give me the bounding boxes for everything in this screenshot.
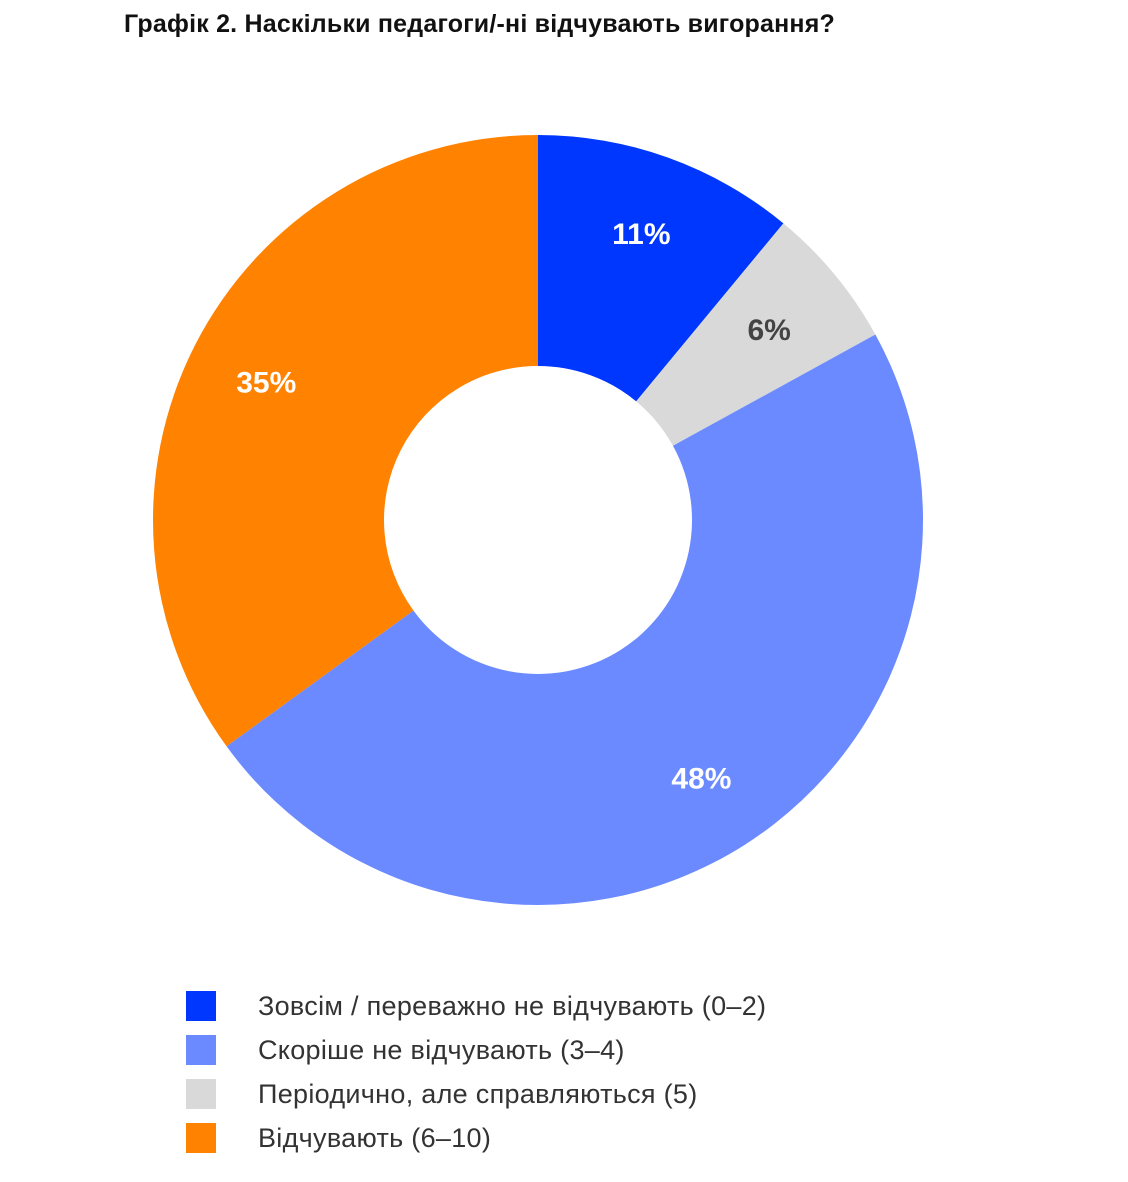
chart-title: Графік 2. Наскільки педагоги/-ні відчува… xyxy=(124,10,835,38)
donut-slice xyxy=(226,334,924,906)
donut-slice xyxy=(153,135,539,747)
legend-swatch xyxy=(186,1123,216,1153)
legend-label: Відчувають (6–10) xyxy=(258,1122,492,1153)
legend-item: Зовсім / переважно не відчувають (0–2) xyxy=(186,984,766,1028)
slice-label: 35% xyxy=(236,367,296,400)
legend-swatch xyxy=(186,991,216,1021)
legend-swatch xyxy=(186,1079,216,1109)
donut-slice xyxy=(636,223,876,446)
legend-label: Періодично, але справляються (5) xyxy=(258,1078,698,1109)
legend-label: Скоріше не відчувають (3–4) xyxy=(258,1034,625,1065)
legend-item: Скоріше не відчувають (3–4) xyxy=(186,1028,766,1072)
slice-label: 11% xyxy=(612,218,670,251)
donut-chart: 11% 6% 48% 35% xyxy=(153,135,924,906)
legend: Зовсім / переважно не відчувають (0–2) С… xyxy=(186,984,766,1160)
legend-item: Відчувають (6–10) xyxy=(186,1116,766,1160)
slice-label: 6% xyxy=(747,314,790,347)
legend-swatch xyxy=(186,1035,216,1065)
slice-label: 48% xyxy=(671,763,731,796)
legend-label: Зовсім / переважно не відчувають (0–2) xyxy=(258,990,767,1021)
legend-item: Періодично, але справляються (5) xyxy=(186,1072,766,1116)
donut-slice xyxy=(538,135,784,402)
